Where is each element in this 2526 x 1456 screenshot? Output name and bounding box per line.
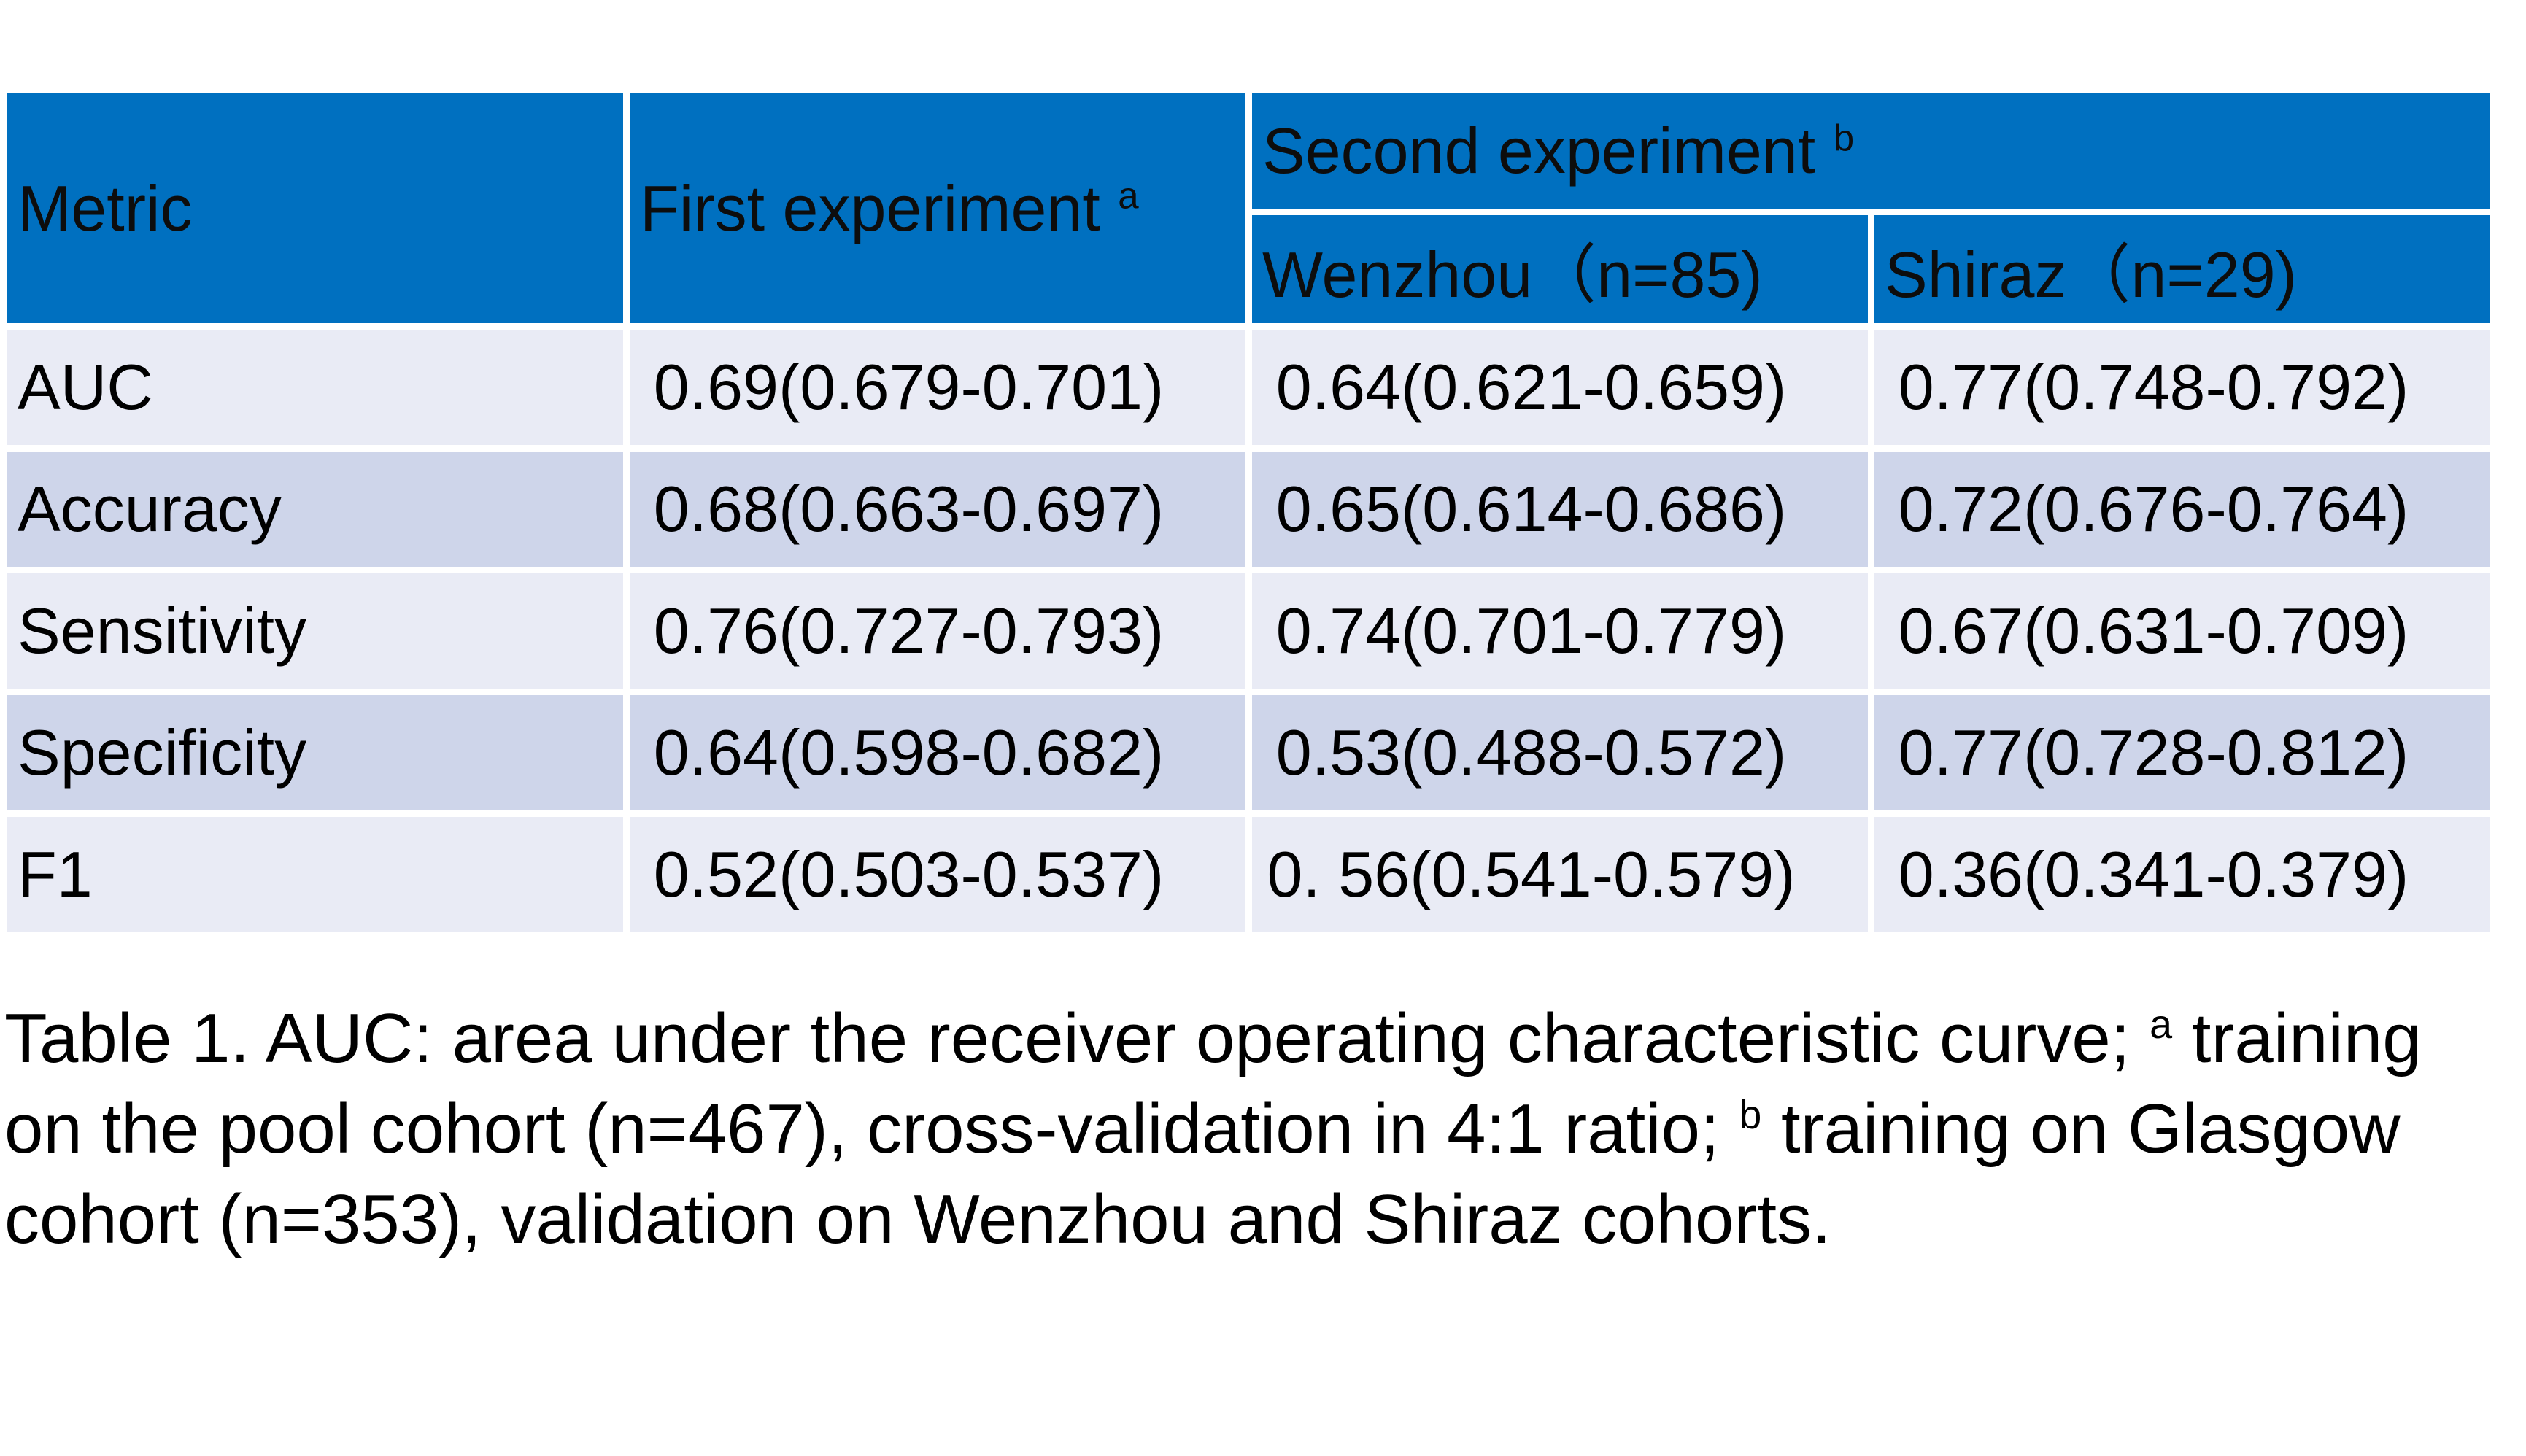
footnote-marker-a: a bbox=[1118, 174, 1139, 217]
table-caption: Table 1. AUC: area under the receiver op… bbox=[4, 994, 2422, 1265]
value-cell-shiraz: 0.72(0.676-0.764) bbox=[1874, 452, 2490, 567]
value-cell-first: 0.52(0.503-0.537) bbox=[630, 817, 1245, 932]
caption-text: on the pool cohort (n=467), cross-valida… bbox=[4, 1090, 1739, 1168]
col-header-second-experiment-label: Second experiment bbox=[1262, 115, 1834, 187]
value-cell-first: 0.76(0.727-0.793) bbox=[630, 573, 1245, 689]
table-row-f1: F1 0.52(0.503-0.537) 0. 56(0.541-0.579) … bbox=[7, 817, 2490, 932]
value-cell-shiraz: 0.77(0.748-0.792) bbox=[1874, 330, 2490, 445]
value-cell-first: 0.69(0.679-0.701) bbox=[630, 330, 1245, 445]
value-cell-shiraz: 0.36(0.341-0.379) bbox=[1874, 817, 2490, 932]
footnote-marker-a: a bbox=[2150, 1002, 2173, 1047]
caption-line-1: Table 1. AUC: area under the receiver op… bbox=[4, 994, 2422, 1084]
value-cell-shiraz: 0.67(0.631-0.709) bbox=[1874, 573, 2490, 689]
caption-text: Table 1. AUC: area under the receiver op… bbox=[4, 999, 2150, 1077]
metric-cell: AUC bbox=[7, 330, 623, 445]
value-cell-wenzhou: 0.64(0.621-0.659) bbox=[1252, 330, 1868, 445]
header-row-2: Wenzhou（n=85) Shiraz（n=29) bbox=[7, 215, 2490, 323]
col-header-metric: Metric bbox=[7, 93, 623, 323]
col-header-first-experiment: First experiment a bbox=[630, 93, 1245, 323]
value-cell-first: 0.64(0.598-0.682) bbox=[630, 695, 1245, 810]
caption-text: training bbox=[2172, 999, 2422, 1077]
metrics-table: Metric First experiment a Second experim… bbox=[1, 87, 2497, 939]
value-cell-wenzhou: 0.65(0.614-0.686) bbox=[1252, 452, 1868, 567]
table-row-specificity: Specificity 0.64(0.598-0.682) 0.53(0.488… bbox=[7, 695, 2490, 810]
caption-line-3: cohort (n=353), validation on Wenzhou an… bbox=[4, 1174, 2422, 1265]
metrics-table-grid: Metric First experiment a Second experim… bbox=[1, 87, 2497, 939]
caption-text: cohort (n=353), validation on Wenzhou an… bbox=[4, 1180, 1831, 1258]
table-row-accuracy: Accuracy 0.68(0.663-0.697) 0.65(0.614-0.… bbox=[7, 452, 2490, 567]
metric-cell: Specificity bbox=[7, 695, 623, 810]
footnote-marker-b: b bbox=[1739, 1092, 1762, 1137]
value-cell-wenzhou: 0. 56(0.541-0.579) bbox=[1252, 817, 1868, 932]
metric-cell: Sensitivity bbox=[7, 573, 623, 689]
metric-cell: F1 bbox=[7, 817, 623, 932]
caption-text: training on Glasgow bbox=[1761, 1090, 2401, 1168]
value-cell-shiraz: 0.77(0.728-0.812) bbox=[1874, 695, 2490, 810]
metric-cell: Accuracy bbox=[7, 452, 623, 567]
col-header-second-experiment: Second experiment b bbox=[1252, 93, 2490, 209]
col-header-first-experiment-label: First experiment bbox=[640, 171, 1119, 244]
value-cell-wenzhou: 0.53(0.488-0.572) bbox=[1252, 695, 1868, 810]
table-row-auc: AUC 0.69(0.679-0.701) 0.64(0.621-0.659) … bbox=[7, 330, 2490, 445]
col-header-shiraz: Shiraz（n=29) bbox=[1874, 215, 2490, 323]
value-cell-first: 0.68(0.663-0.697) bbox=[630, 452, 1245, 567]
footnote-marker-b: b bbox=[1833, 117, 1855, 159]
header-row-1: Metric First experiment a Second experim… bbox=[7, 93, 2490, 323]
caption-line-2: on the pool cohort (n=467), cross-valida… bbox=[4, 1084, 2422, 1174]
value-cell-wenzhou: 0.74(0.701-0.779) bbox=[1252, 573, 1868, 689]
col-header-wenzhou: Wenzhou（n=85) bbox=[1252, 215, 1868, 323]
table-row-sensitivity: Sensitivity 0.76(0.727-0.793) 0.74(0.701… bbox=[7, 573, 2490, 689]
